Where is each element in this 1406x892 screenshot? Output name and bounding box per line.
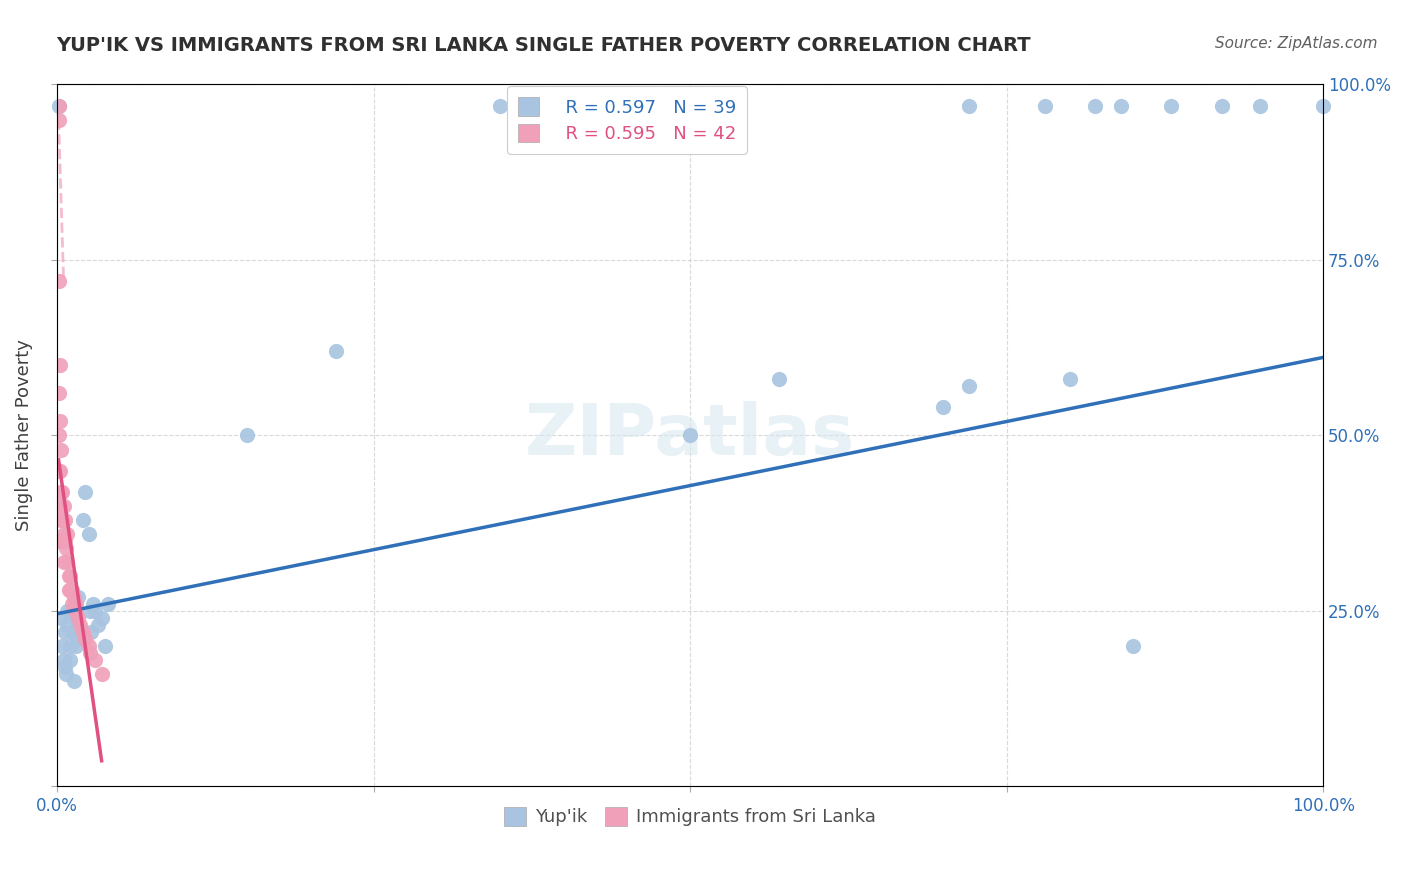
Point	[48, 112, 70, 127]
Point	[66, 611, 89, 625]
Point	[49, 611, 72, 625]
Point	[1160, 98, 1182, 112]
Point	[55, 541, 77, 555]
Point	[49, 533, 72, 548]
Point	[65, 611, 87, 625]
Point	[48, 274, 70, 288]
Point	[63, 597, 86, 611]
Point	[51, 533, 73, 548]
Point	[56, 526, 79, 541]
Point	[236, 428, 259, 442]
Point	[48, 386, 70, 401]
Point	[90, 667, 112, 681]
Point	[768, 372, 790, 386]
Point	[53, 660, 76, 674]
Text: ZIPatlas: ZIPatlas	[526, 401, 855, 470]
Point	[87, 618, 110, 632]
Point	[77, 639, 100, 653]
Point	[56, 618, 79, 632]
Point	[63, 604, 86, 618]
Point	[69, 618, 91, 632]
Point	[56, 555, 79, 569]
Point	[94, 639, 117, 653]
Point	[58, 569, 80, 583]
Point	[1249, 98, 1271, 112]
Point	[1122, 639, 1144, 653]
Point	[49, 464, 72, 478]
Point	[49, 442, 72, 457]
Text: YUP'IK VS IMMIGRANTS FROM SRI LANKA SINGLE FATHER POVERTY CORRELATION CHART: YUP'IK VS IMMIGRANTS FROM SRI LANKA SING…	[56, 36, 1031, 54]
Point	[49, 533, 72, 548]
Point	[80, 625, 103, 640]
Point	[90, 611, 112, 625]
Point	[56, 604, 79, 618]
Point	[1084, 98, 1107, 112]
Point	[59, 569, 82, 583]
Point	[59, 653, 82, 667]
Point	[75, 484, 97, 499]
Legend: Yup'ik, Immigrants from Sri Lanka: Yup'ik, Immigrants from Sri Lanka	[498, 800, 883, 834]
Point	[65, 639, 87, 653]
Point	[66, 632, 89, 646]
Point	[1033, 98, 1056, 112]
Point	[1211, 98, 1233, 112]
Point	[79, 604, 101, 618]
Point	[52, 526, 75, 541]
Point	[49, 358, 72, 372]
Point	[62, 590, 84, 604]
Point	[65, 597, 87, 611]
Point	[51, 639, 73, 653]
Point	[49, 499, 72, 513]
Point	[49, 484, 72, 499]
Point	[49, 513, 72, 527]
Point	[82, 597, 104, 611]
Point	[84, 604, 107, 618]
Point	[52, 555, 75, 569]
Point	[52, 499, 75, 513]
Point	[84, 653, 107, 667]
Point	[48, 464, 70, 478]
Point	[53, 625, 76, 640]
Point	[75, 632, 97, 646]
Point	[48, 428, 70, 442]
Point	[325, 344, 347, 359]
Point	[932, 401, 955, 415]
Point	[1109, 98, 1132, 112]
Point	[1312, 98, 1334, 112]
Point	[59, 582, 82, 597]
Point	[957, 379, 980, 393]
Point	[69, 625, 91, 640]
Point	[957, 98, 980, 112]
Point	[578, 98, 600, 112]
Point	[58, 582, 80, 597]
Point	[1059, 372, 1081, 386]
Text: Source: ZipAtlas.com: Source: ZipAtlas.com	[1215, 36, 1378, 51]
Point	[77, 526, 100, 541]
Point	[62, 582, 84, 597]
Y-axis label: Single Father Poverty: Single Father Poverty	[15, 340, 32, 532]
Point	[72, 513, 94, 527]
Point	[62, 625, 84, 640]
Point	[53, 513, 76, 527]
Point	[59, 639, 82, 653]
Point	[49, 414, 72, 428]
Point	[55, 667, 77, 681]
Point	[62, 604, 84, 618]
Point	[489, 98, 512, 112]
Point	[52, 653, 75, 667]
Point	[62, 597, 84, 611]
Point	[79, 646, 101, 660]
Point	[679, 428, 702, 442]
Point	[97, 597, 120, 611]
Point	[66, 618, 89, 632]
Point	[62, 674, 84, 689]
Point	[66, 590, 89, 604]
Point	[53, 533, 76, 548]
Point	[51, 513, 73, 527]
Point	[51, 484, 73, 499]
Point	[48, 98, 70, 112]
Point	[72, 625, 94, 640]
Point	[48, 98, 70, 112]
